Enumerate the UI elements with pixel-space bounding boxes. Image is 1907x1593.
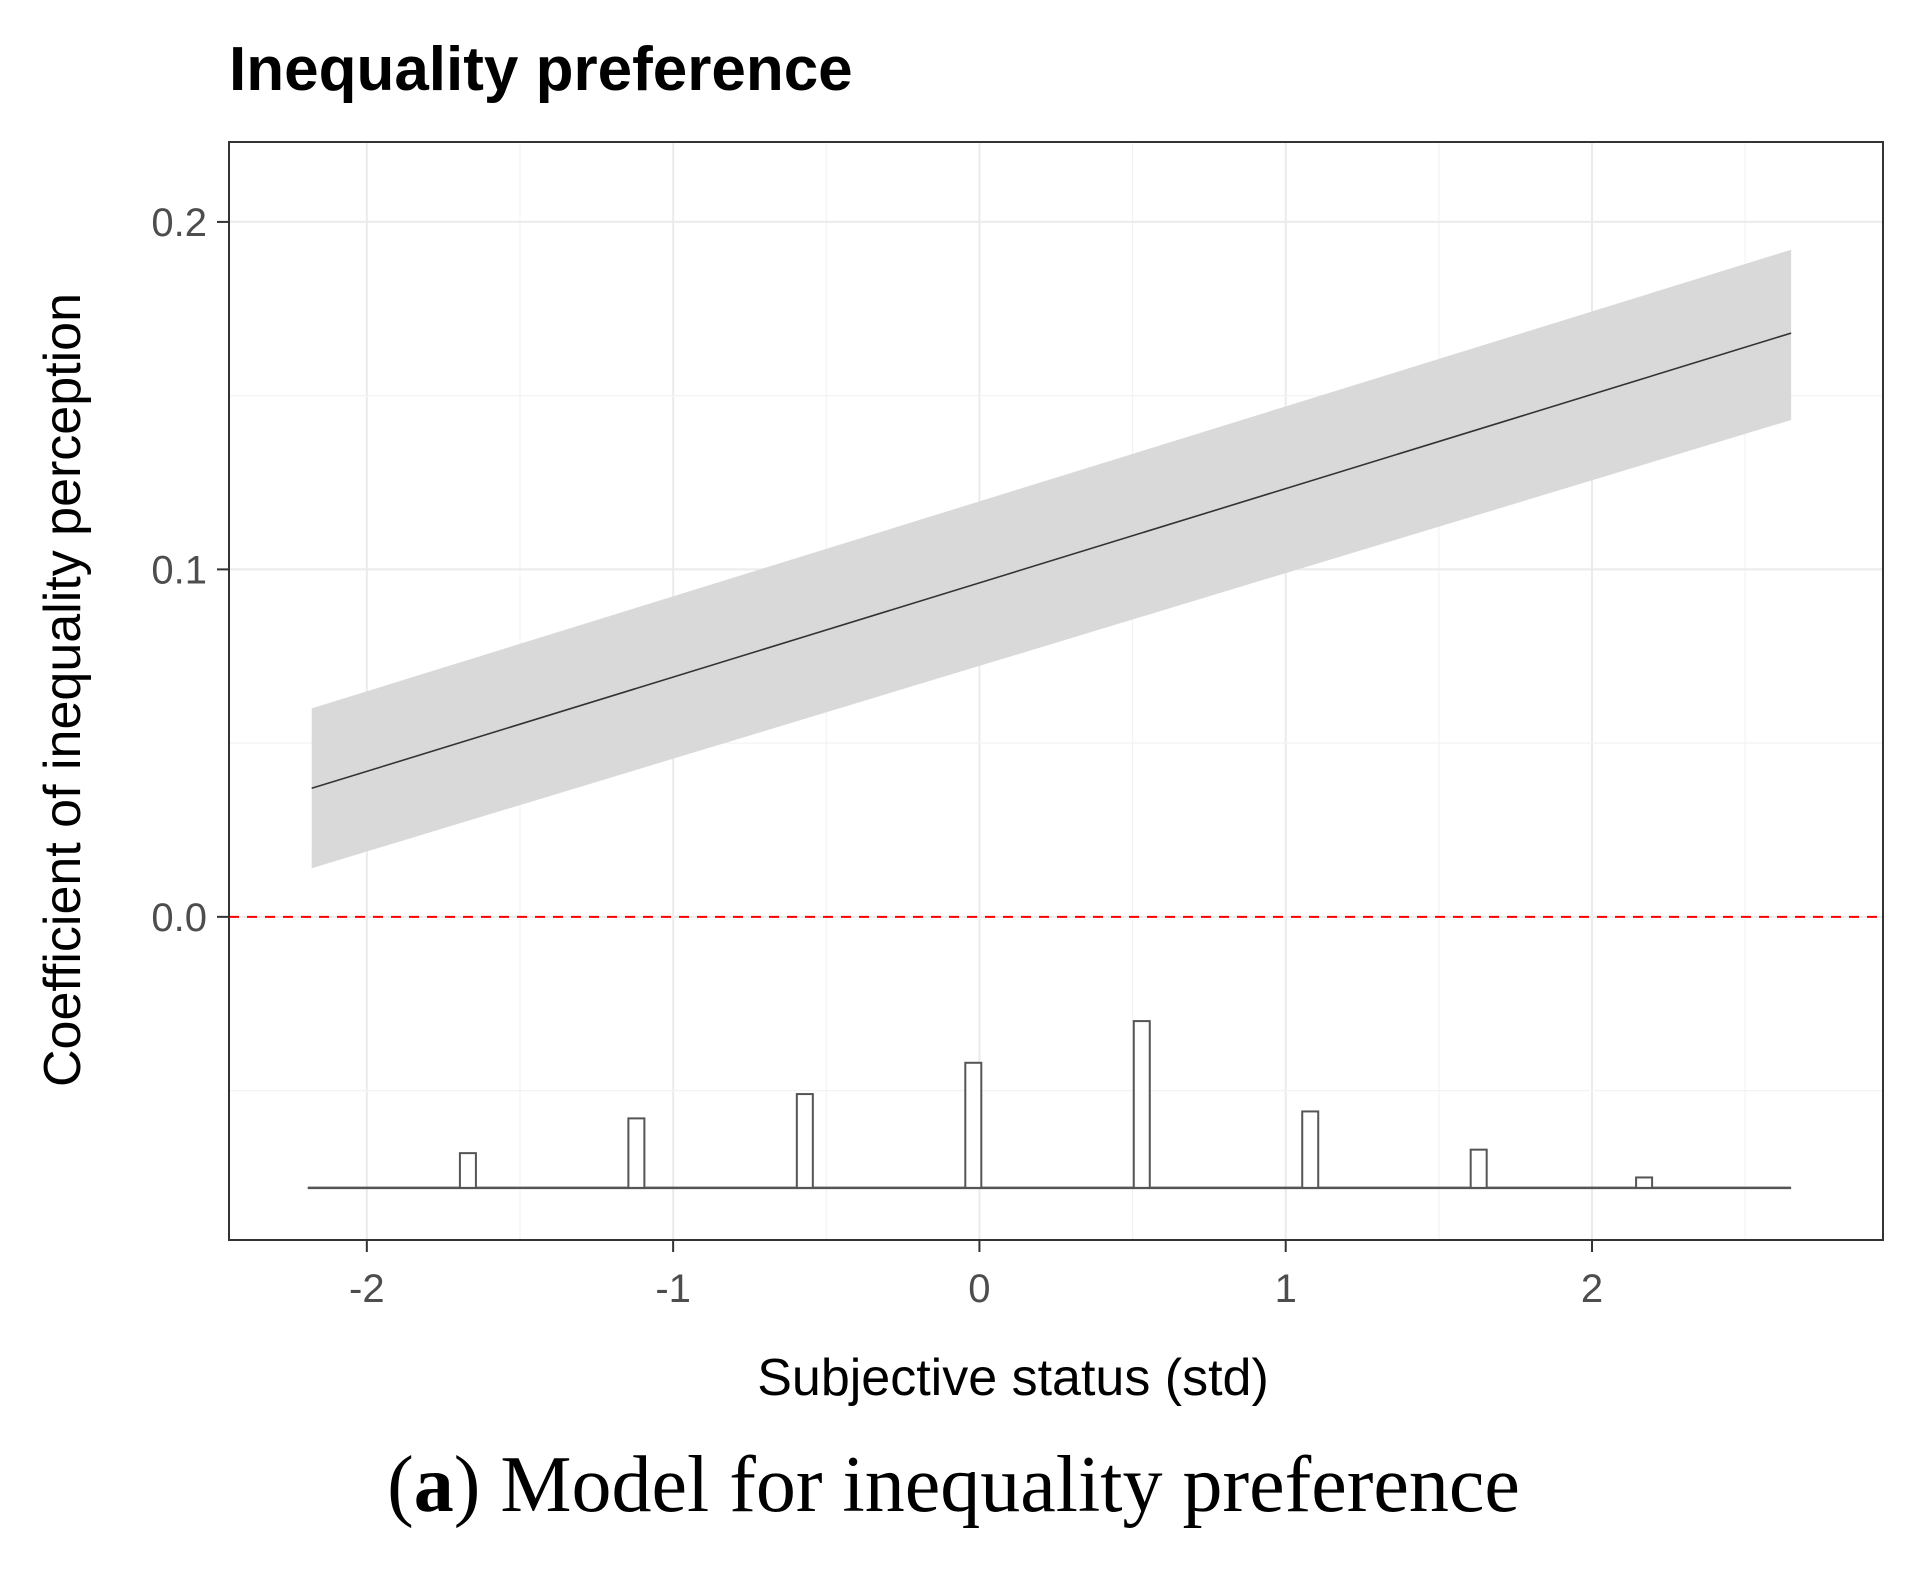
chart: -2 -1 0 1 2 0.00.10.2 Inequality preference … [34,35,1884,1407]
y-axis: 0.0 0.1 0.2 [151,201,229,940]
y-tick-label: 0.1 [151,548,207,592]
histogram-bar [1301,1110,1320,1189]
x-tick-label: -1 [655,1267,691,1311]
histogram-bar [458,1152,477,1189]
histogram-bar [795,1093,814,1189]
x-tick-label: 1 [1275,1267,1297,1311]
y-tick-label: 0.2 [151,201,207,245]
x-axis-label: Subjective status (std) [757,1349,1269,1407]
histogram-bar [1132,1020,1151,1189]
histogram-bar [627,1117,646,1189]
y-tick-label: 0.0 [151,896,207,940]
confidence-band [311,249,1792,869]
caption-text: Model for inequality preference [480,1441,1520,1529]
trend-line [311,332,1792,790]
histogram-bar [964,1061,983,1189]
chart-title: Inequality preference [229,35,853,104]
x-tick-label: 0 [968,1267,990,1311]
y-axis-label: Coefficient of inequality perception [34,293,92,1087]
histogram-bar [1635,1176,1654,1189]
figure-caption: (a) Model for inequality preference [387,1441,1520,1529]
x-tick-label: -2 [349,1267,385,1311]
x-axis: -2 -1 0 1 2 [349,1240,1603,1311]
plot-border [228,141,1884,1241]
x-tick-label: 2 [1581,1267,1603,1311]
histogram [307,1020,1792,1190]
caption-label: a [413,1441,454,1529]
histogram-bar [1469,1148,1488,1189]
